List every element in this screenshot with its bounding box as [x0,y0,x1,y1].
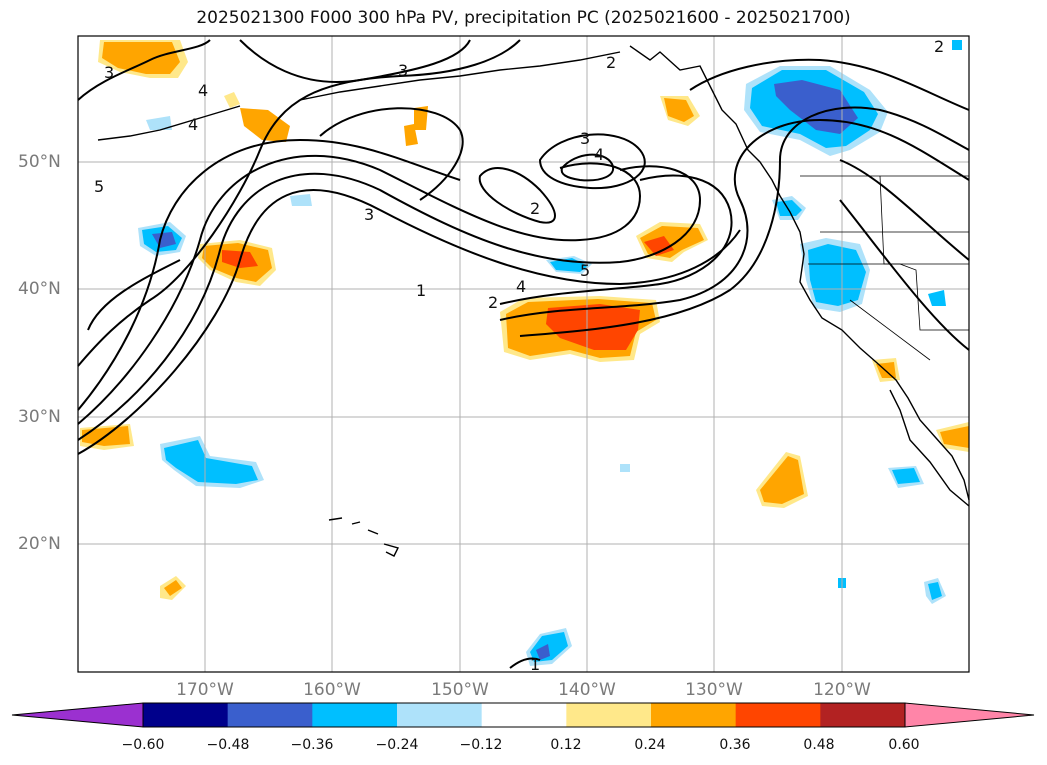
pv-contour [499,174,733,305]
precip-positive-area [414,106,428,130]
colorbar-tick: −0.24 [375,737,419,753]
colorbar-tick: 0.36 [719,737,751,753]
map-frame [77,35,970,673]
pv-contour [560,153,615,182]
colorbar-segment [143,703,229,727]
lon-label-170w: 170°W [176,680,234,700]
colorbar-tick: 0.24 [634,737,666,753]
contour-label: 5 [580,261,590,280]
pv-contour [689,58,970,111]
colorbar-extend-high [904,702,1035,728]
precip-negative-area [892,468,920,484]
precip-positive-area [760,456,804,504]
colorbar-outline [142,702,906,728]
pv-contour-labels: 3 4 4 5 3 2 1 2 4 5 3 4 2 2 3 1 [94,37,944,674]
pv-contours [77,39,970,669]
lat-label-50n: 50°N [18,152,61,172]
precip-negative-area [152,232,176,248]
precip-negative-area [776,200,802,216]
pv-contour [478,167,556,224]
colorbar-segment [227,703,313,727]
precip-positive-area [644,236,674,256]
precip-negative-area [928,290,946,306]
pv-contour [77,165,702,441]
precip-negative-area [164,440,258,484]
colorbar-extend-low [11,702,144,728]
colorbar-segment [312,703,398,727]
map-panel: 3 4 4 5 3 2 1 2 4 5 3 4 2 2 3 1 [77,35,970,674]
contour-label: 3 [104,63,114,82]
pv-contour [839,199,970,351]
lat-label-40n: 40°N [18,279,61,299]
contour-label: 3 [364,205,374,224]
precip-negative-area [536,644,550,660]
contour-label: 4 [594,145,604,164]
colorbar-tick: 0.48 [803,737,835,753]
colorbar-tick: −0.48 [206,737,250,753]
colorbar-segment [566,703,652,727]
coastlines [97,45,970,557]
state-borders [800,175,969,361]
precip-negative-area [146,116,172,130]
contour-label: 1 [416,281,426,300]
colorbar-tick: −0.12 [459,737,503,753]
lat-label-30n: 30°N [18,407,61,427]
colorbar-segment [397,703,483,727]
contour-label: 4 [516,277,526,296]
colorbar-segment [820,703,906,727]
lon-label-150w: 150°W [431,680,489,700]
lon-label-120w: 120°W [813,680,871,700]
precip-positive-area [102,42,180,74]
pv-contour [839,159,970,261]
pv-contour [319,107,464,201]
pv-contour [499,118,970,321]
pv-contour [87,259,181,331]
precip-positive-area [164,580,182,596]
contour-label: 1 [530,655,540,674]
graticule [78,36,969,672]
pv-contour [77,189,741,455]
colorbar-segments [11,702,1035,728]
precip-negative-area [928,582,942,600]
pv-contour [509,657,541,669]
precip-positive-area [240,108,290,142]
lon-label-140w: 140°W [558,680,616,700]
colorbar-tick: 0.12 [550,737,582,753]
pv-contour [538,133,646,190]
colorbar-segment [481,703,567,727]
contour-label: 3 [580,129,590,148]
map-title: 2025021300 F000 300 hPa PV, precipitatio… [196,8,851,28]
contour-label: 2 [530,199,540,218]
pv-contour [519,106,970,337]
contour-label: 2 [934,37,944,56]
precip-positive-area [940,426,969,448]
precip-positive-area [546,304,640,350]
lat-label-20n: 20°N [18,534,61,554]
contour-label: 5 [94,177,104,196]
contour-label: 4 [188,115,198,134]
precip-negative-area [290,194,312,206]
pv-contour [77,138,461,411]
pv-contour [77,154,642,425]
colorbar-tick: −0.60 [121,737,165,753]
pv-contour [77,39,211,101]
colorbar-segment [651,703,737,727]
colorbar-tick: 0.60 [888,737,920,753]
pv-contour [77,39,521,367]
precip-negative-area [952,40,962,50]
precip-positive-area [224,92,240,108]
lon-label-160w: 160°W [303,680,361,700]
precip-negative-area [620,464,630,472]
contour-label: 2 [488,293,498,312]
lon-label-130w: 130°W [685,680,743,700]
colorbar-segment [735,703,821,727]
pv-contour [239,39,471,83]
contour-label: 2 [606,53,616,72]
contour-label: 4 [198,81,208,100]
contour-label: 3 [398,61,408,80]
precip-negative-area [808,244,866,306]
colorbar-tick: −0.36 [290,737,334,753]
precip-positive-area [664,98,694,122]
